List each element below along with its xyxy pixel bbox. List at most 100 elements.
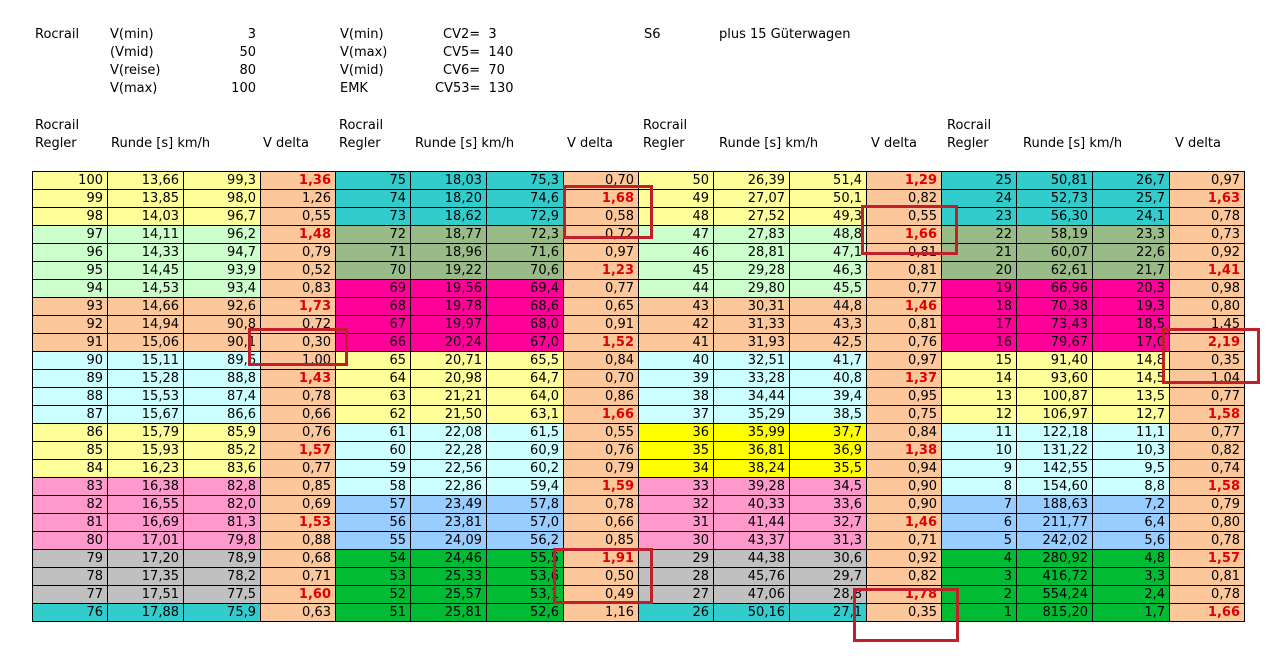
runde-cell: 22,86 <box>410 477 487 496</box>
regler-cell: 84 <box>32 459 108 478</box>
regler-cell: 51 <box>335 603 411 622</box>
regler-cell: 31 <box>638 513 714 532</box>
table-row: 82 16,55 82,0 0,69 57 23,49 57,8 0,78 32 40,33 33,… <box>32 495 1245 514</box>
table-row: 92 14,94 90,8 0,72 67 19,97 68,0 0,91 42 31,33 43,… <box>32 315 1245 334</box>
regler-cell: 56 <box>335 513 411 532</box>
runde-cell: 15,67 <box>107 405 184 424</box>
vdelta-cell: 0,90 <box>866 495 942 514</box>
vdelta-cell: 0,80 <box>1169 297 1245 316</box>
vdelta-cell: 0,88 <box>260 531 336 550</box>
regler-cell: 13 <box>941 387 1017 406</box>
runde-cell: 280,92 <box>1016 549 1093 568</box>
runde-cell: 39,28 <box>713 477 790 496</box>
vdelta-cell: 0,79 <box>563 459 639 478</box>
vdelta-cell: 1,29 <box>866 171 942 190</box>
col-header-rocrail: Rocrail <box>643 118 688 133</box>
runde-cell: 17,51 <box>107 585 184 604</box>
vdelta-cell: 0,77 <box>1169 387 1245 406</box>
runde-cell: 15,53 <box>107 387 184 406</box>
regler-cell: 1 <box>941 603 1017 622</box>
regler-cell: 89 <box>32 369 108 388</box>
speed-label-vreise: V(reise) <box>110 63 161 78</box>
table-row: 85 15,93 85,2 1,57 60 22,28 60,9 0,76 35 36,81 36,… <box>32 441 1245 460</box>
regler-cell: 73 <box>335 207 411 226</box>
kmh-cell: 21,7 <box>1092 261 1170 280</box>
vdelta-cell: 0,82 <box>866 567 942 586</box>
regler-cell: 21 <box>941 243 1017 262</box>
regler-cell: 82 <box>32 495 108 514</box>
regler-cell: 19 <box>941 279 1017 298</box>
runde-cell: 14,11 <box>107 225 184 244</box>
kmh-cell: 96,7 <box>183 207 261 226</box>
runde-cell: 20,98 <box>410 369 487 388</box>
runde-cell: 50,16 <box>713 603 790 622</box>
runde-cell: 22,28 <box>410 441 487 460</box>
regler-cell: 95 <box>32 261 108 280</box>
vdelta-cell: 0,77 <box>866 279 942 298</box>
table-row: 76 17,88 75,9 0,63 51 25,81 52,6 1,16 26 50,16 27,… <box>32 603 1245 622</box>
vdelta-cell: 1,66 <box>1169 603 1245 622</box>
runde-cell: 21,50 <box>410 405 487 424</box>
runde-cell: 41,44 <box>713 513 790 532</box>
table-row: 81 16,69 81,3 1,53 56 23,81 57,0 0,66 31 41,44 32,… <box>32 513 1245 532</box>
table-row: 80 17,01 79,8 0,88 55 24,09 56,2 0,85 30 43,37 31,… <box>32 531 1245 550</box>
regler-cell: 63 <box>335 387 411 406</box>
vdelta-cell: 0,97 <box>563 243 639 262</box>
vdelta-cell: 0,52 <box>260 261 336 280</box>
runde-cell: 31,33 <box>713 315 790 334</box>
kmh-cell: 82,8 <box>183 477 261 496</box>
kmh-cell: 38,5 <box>789 405 867 424</box>
runde-cell: 15,28 <box>107 369 184 388</box>
regler-cell: 5 <box>941 531 1017 550</box>
kmh-cell: 42,5 <box>789 333 867 352</box>
runde-cell: 34,44 <box>713 387 790 406</box>
vdelta-cell: 1,57 <box>260 441 336 460</box>
col-header-vdelta: V delta <box>871 136 917 151</box>
kmh-cell: 57,0 <box>486 513 564 532</box>
regler-cell: 10 <box>941 441 1017 460</box>
runde-cell: 554,24 <box>1016 585 1093 604</box>
kmh-cell: 9,5 <box>1092 459 1170 478</box>
vdelta-cell: 0,78 <box>563 495 639 514</box>
kmh-cell: 51,4 <box>789 171 867 190</box>
highlight-box <box>861 205 958 255</box>
train-note: plus 15 Güterwagen <box>719 27 851 42</box>
runde-cell: 29,28 <box>713 261 790 280</box>
vdelta-cell: 1,26 <box>260 189 336 208</box>
regler-cell: 23 <box>941 207 1017 226</box>
runde-cell: 211,77 <box>1016 513 1093 532</box>
runde-cell: 29,80 <box>713 279 790 298</box>
vdelta-cell: 0,97 <box>1169 171 1245 190</box>
kmh-cell: 90,1 <box>183 333 261 352</box>
runde-cell: 60,07 <box>1016 243 1093 262</box>
runde-cell: 17,20 <box>107 549 184 568</box>
table-row: 89 15,28 88,8 1,43 64 20,98 64,7 0,70 39 33,28 40,… <box>32 369 1245 388</box>
regler-cell: 24 <box>941 189 1017 208</box>
vdelta-cell: 0,92 <box>866 549 942 568</box>
kmh-cell: 93,9 <box>183 261 261 280</box>
regler-cell: 46 <box>638 243 714 262</box>
highlight-box <box>563 185 653 239</box>
regler-cell: 40 <box>638 351 714 370</box>
table-row: 98 14,03 96,7 0,55 73 18,62 72,9 0,58 48 27,52 49,… <box>32 207 1245 226</box>
kmh-cell: 22,6 <box>1092 243 1170 262</box>
kmh-cell: 83,6 <box>183 459 261 478</box>
vdelta-cell: 0,75 <box>866 405 942 424</box>
kmh-cell: 14,8 <box>1092 351 1170 370</box>
vdelta-cell: 0,78 <box>1169 585 1245 604</box>
kmh-cell: 70,6 <box>486 261 564 280</box>
regler-cell: 42 <box>638 315 714 334</box>
table-row: 78 17,35 78,2 0,71 53 25,33 53,6 0,50 28 45,76 29,… <box>32 567 1245 586</box>
runde-cell: 56,30 <box>1016 207 1093 226</box>
regler-cell: 8 <box>941 477 1017 496</box>
kmh-cell: 81,3 <box>183 513 261 532</box>
runde-cell: 22,08 <box>410 423 487 442</box>
regler-cell: 97 <box>32 225 108 244</box>
runde-cell: 14,45 <box>107 261 184 280</box>
vdelta-cell: 0,79 <box>1169 495 1245 514</box>
vdelta-cell: 0,66 <box>260 405 336 424</box>
regler-cell: 58 <box>335 477 411 496</box>
cv-value: CV5= 140 <box>443 45 514 60</box>
runde-cell: 15,06 <box>107 333 184 352</box>
regler-cell: 49 <box>638 189 714 208</box>
